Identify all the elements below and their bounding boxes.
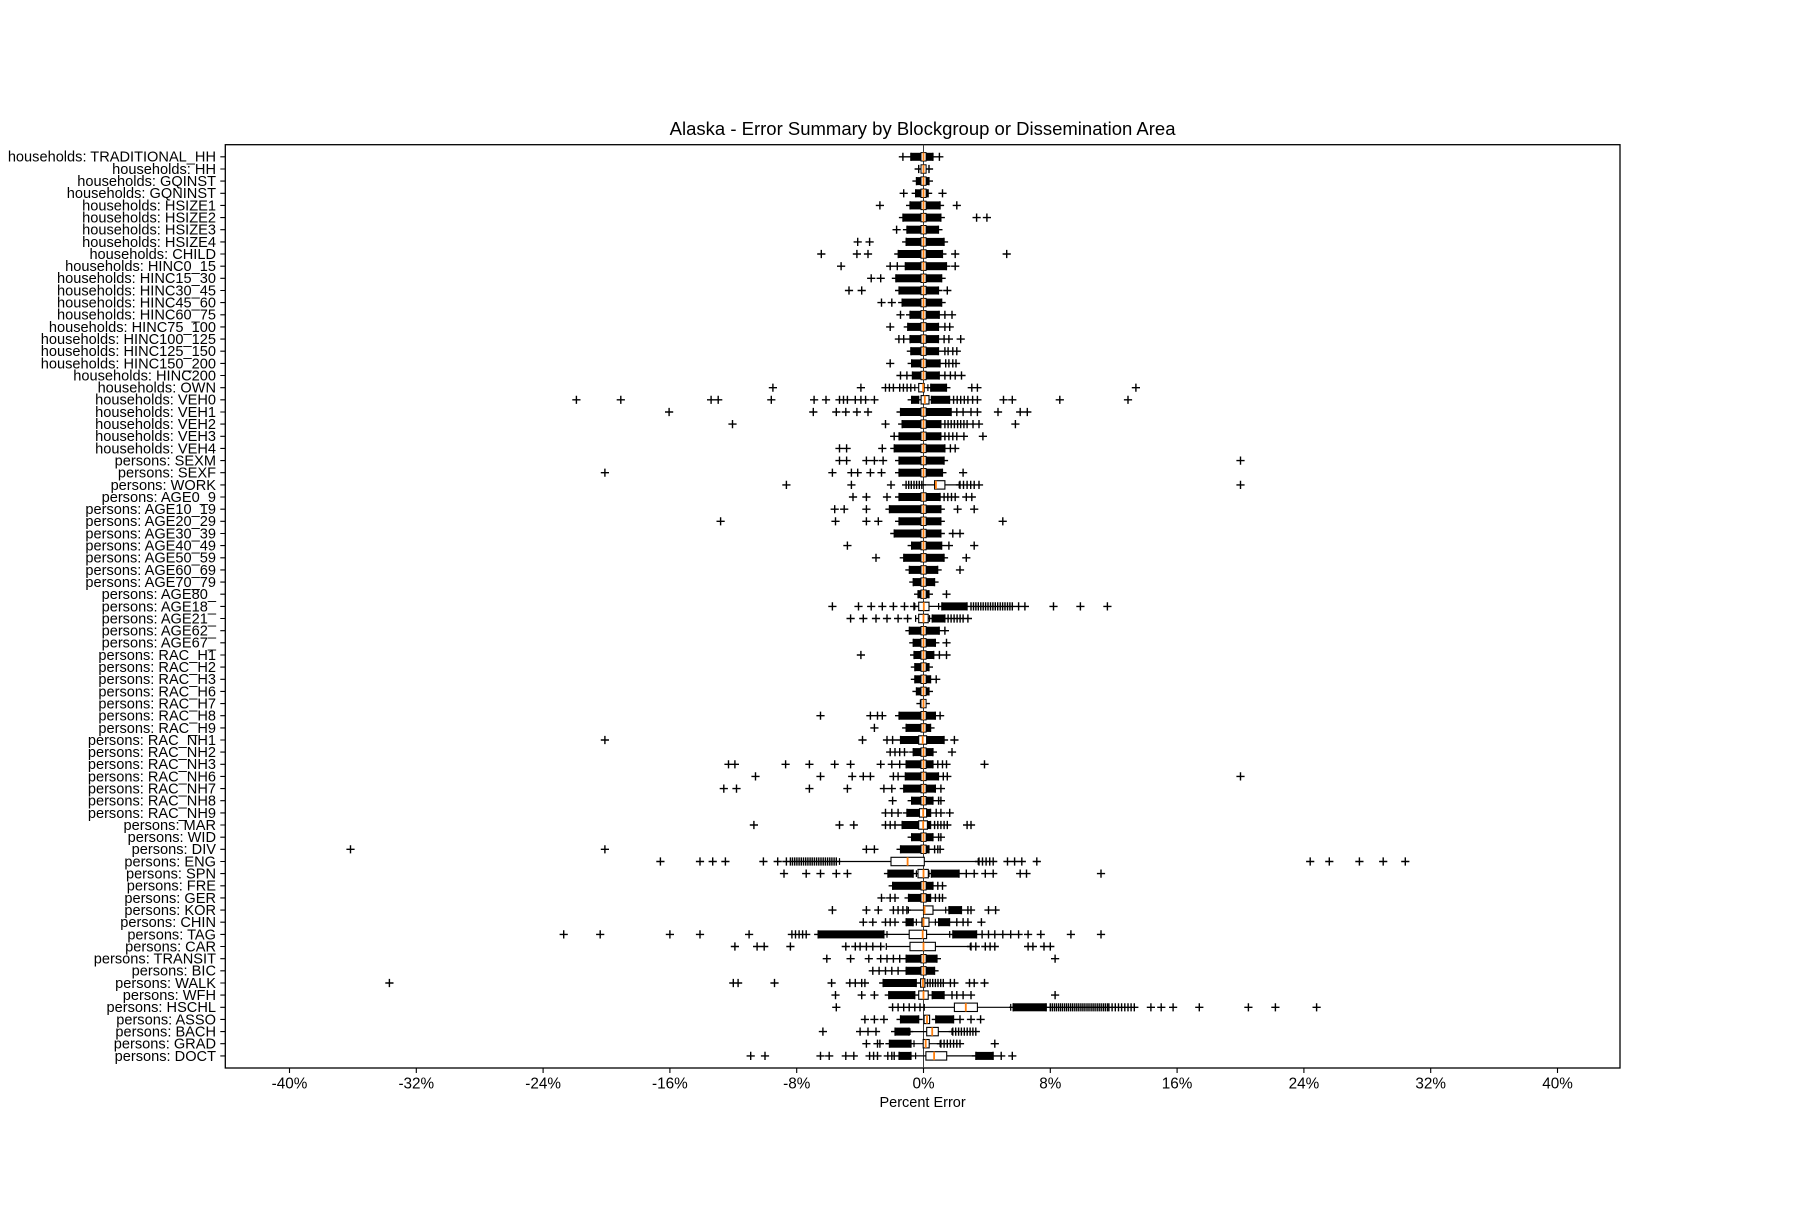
svg-text:persons: SEXF: persons: SEXF — [118, 466, 216, 482]
svg-text:-32%: -32% — [398, 1076, 434, 1093]
svg-text:-16%: -16% — [652, 1076, 688, 1093]
svg-text:persons: BIC: persons: BIC — [132, 964, 216, 980]
svg-text:8%: 8% — [1039, 1076, 1062, 1093]
svg-text:households: HSIZE2: households: HSIZE2 — [82, 211, 216, 227]
svg-text:households: HINC100_125: households: HINC100_125 — [41, 332, 216, 348]
svg-text:households: HINC150_200: households: HINC150_200 — [41, 356, 216, 372]
svg-text:persons: SPN: persons: SPN — [126, 867, 216, 883]
svg-text:persons: RAC_H8: persons: RAC_H8 — [98, 709, 216, 725]
svg-text:households: VEH1: households: VEH1 — [95, 405, 216, 421]
svg-text:24%: 24% — [1289, 1076, 1320, 1093]
svg-text:persons: TRANSIT: persons: TRANSIT — [94, 952, 216, 968]
svg-text:-8%: -8% — [783, 1076, 811, 1093]
svg-text:persons: AGE70_79: persons: AGE70_79 — [85, 575, 216, 591]
svg-text:persons: DOCT: persons: DOCT — [115, 1049, 216, 1065]
svg-text:persons: RAC_H9: persons: RAC_H9 — [98, 721, 216, 737]
svg-text:households: HSIZE1: households: HSIZE1 — [82, 198, 216, 214]
svg-text:persons: SEXM: persons: SEXM — [115, 454, 216, 470]
svg-text:persons: ASSO: persons: ASSO — [116, 1012, 216, 1028]
svg-text:persons: CHIN: persons: CHIN — [120, 915, 216, 931]
svg-text:households: HINC45_60: households: HINC45_60 — [57, 296, 216, 312]
svg-text:-24%: -24% — [525, 1076, 561, 1093]
svg-text:persons: CAR: persons: CAR — [125, 939, 216, 955]
svg-text:persons: RAC_H7: persons: RAC_H7 — [98, 697, 216, 713]
svg-text:persons: GRAD: persons: GRAD — [114, 1037, 216, 1053]
svg-text:-40%: -40% — [272, 1076, 308, 1093]
svg-text:0%: 0% — [912, 1076, 935, 1093]
svg-text:persons: ENG: persons: ENG — [124, 854, 216, 870]
svg-text:persons: RAC_NH8: persons: RAC_NH8 — [88, 794, 216, 810]
svg-text:households: VEH0: households: VEH0 — [95, 393, 216, 409]
svg-text:persons: AGE0_9: persons: AGE0_9 — [102, 490, 216, 506]
svg-text:40%: 40% — [1542, 1076, 1573, 1093]
svg-text:persons: RAC_NH2: persons: RAC_NH2 — [88, 745, 216, 761]
svg-text:persons: GER: persons: GER — [124, 891, 216, 907]
svg-text:persons: HSCHL: persons: HSCHL — [107, 1000, 217, 1016]
svg-text:households: HINC15_30: households: HINC15_30 — [57, 271, 216, 287]
svg-text:persons: MAR: persons: MAR — [124, 818, 216, 834]
svg-text:persons: WID: persons: WID — [128, 830, 216, 846]
svg-text:persons: RAC_H2: persons: RAC_H2 — [98, 660, 216, 676]
svg-text:persons: RAC_NH7: persons: RAC_NH7 — [88, 782, 216, 798]
svg-text:persons: FRE: persons: FRE — [127, 879, 216, 895]
svg-text:persons: RAC_NH9: persons: RAC_NH9 — [88, 806, 216, 822]
svg-text:persons: AGE80_: persons: AGE80_ — [102, 587, 217, 603]
svg-text:households: VEH2: households: VEH2 — [95, 417, 216, 433]
svg-text:households: HSIZE3: households: HSIZE3 — [82, 223, 216, 239]
svg-text:persons: AGE67_: persons: AGE67_ — [102, 636, 217, 652]
svg-text:households: HINC60_75: households: HINC60_75 — [57, 308, 216, 324]
svg-text:persons: WFH: persons: WFH — [123, 988, 216, 1004]
svg-text:persons: RAC_H3: persons: RAC_H3 — [98, 672, 216, 688]
svg-text:households: OWN: households: OWN — [98, 381, 216, 397]
svg-text:households: HINC0_15: households: HINC0_15 — [65, 259, 216, 275]
svg-text:Alaska - Error Summary by Bloc: Alaska - Error Summary by Blockgroup or … — [670, 118, 1177, 139]
svg-text:persons: AGE60_69: persons: AGE60_69 — [85, 563, 216, 579]
svg-text:32%: 32% — [1415, 1076, 1446, 1093]
svg-text:households: HINC125_150: households: HINC125_150 — [41, 344, 216, 360]
svg-text:persons: AGE18_: persons: AGE18_ — [102, 599, 217, 615]
svg-text:persons: AGE20_29: persons: AGE20_29 — [85, 514, 216, 530]
svg-text:households: TRADITIONAL_HH: households: TRADITIONAL_HH — [8, 150, 216, 166]
svg-text:persons: RAC_NH3: persons: RAC_NH3 — [88, 757, 216, 773]
svg-text:persons: RAC_H6: persons: RAC_H6 — [98, 684, 216, 700]
svg-text:households: GQNINST: households: GQNINST — [67, 186, 216, 202]
svg-text:persons: AGE30_39: persons: AGE30_39 — [85, 526, 216, 542]
svg-text:persons: AGE21_: persons: AGE21_ — [102, 611, 217, 627]
svg-text:households: GQINST: households: GQINST — [77, 174, 216, 190]
svg-text:persons: AGE62_: persons: AGE62_ — [102, 624, 217, 640]
svg-text:persons: WORK: persons: WORK — [111, 478, 217, 494]
svg-text:16%: 16% — [1162, 1076, 1193, 1093]
svg-text:households: HINC200: households: HINC200 — [73, 368, 216, 384]
svg-text:households: CHILD: households: CHILD — [89, 247, 216, 263]
svg-text:persons: TAG: persons: TAG — [127, 927, 216, 943]
svg-text:households: HINC75_100: households: HINC75_100 — [49, 320, 216, 336]
svg-text:Percent Error: Percent Error — [879, 1095, 965, 1111]
svg-text:persons: BACH: persons: BACH — [115, 1025, 216, 1041]
svg-text:persons: DIV: persons: DIV — [132, 842, 217, 858]
svg-text:households: HH: households: HH — [112, 162, 216, 178]
svg-text:households: VEH4: households: VEH4 — [95, 441, 216, 457]
svg-text:households: VEH3: households: VEH3 — [95, 429, 216, 445]
svg-text:persons: AGE40_49: persons: AGE40_49 — [85, 539, 216, 555]
svg-text:households: HINC30_45: households: HINC30_45 — [57, 283, 216, 299]
svg-text:households: HSIZE4: households: HSIZE4 — [82, 235, 216, 251]
svg-text:persons: AGE10_19: persons: AGE10_19 — [85, 502, 216, 518]
svg-text:persons: RAC_NH6: persons: RAC_NH6 — [88, 769, 216, 785]
svg-text:persons: KOR: persons: KOR — [124, 903, 216, 919]
svg-text:persons: RAC_H1: persons: RAC_H1 — [98, 648, 216, 664]
svg-text:persons: WALK: persons: WALK — [115, 976, 216, 992]
svg-text:persons: RAC_NH1: persons: RAC_NH1 — [88, 733, 216, 749]
svg-text:persons: AGE50_59: persons: AGE50_59 — [85, 551, 216, 567]
